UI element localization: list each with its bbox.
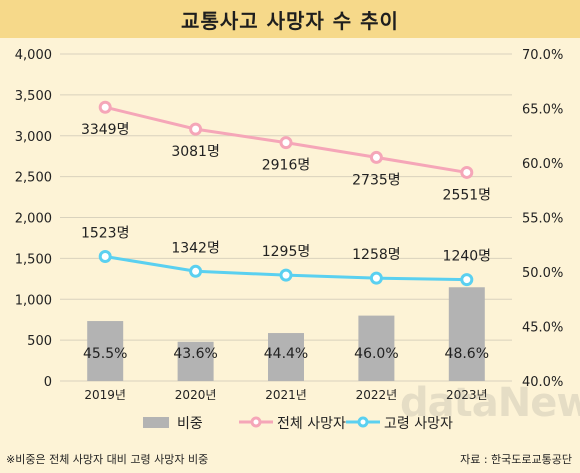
left-axis-tick-label: 3,000 [15,130,52,145]
legend-label: 전체 사망자 [277,416,346,432]
right-axis-tick-label: 50.0% [522,266,563,281]
watermark-logo: dataNews [400,380,580,426]
line-data-label: 1240명 [443,249,492,265]
right-axis-tick-label: 45.0% [522,321,563,336]
point-total-deaths [460,165,474,179]
legend-swatch-marker [250,416,262,428]
legend-label: 고령 사망자 [384,416,453,432]
bar-share [268,333,304,381]
right-axis-tick-label: 70.0% [522,48,563,63]
bar-share [358,315,395,381]
point-total-deaths [369,150,383,164]
chart-title: 교통사고 사망자 수 추이 [0,0,580,38]
legend-label: 비중 [177,416,203,432]
left-axis-tick-label: 500 [27,334,52,349]
x-axis-tick-label: 2019년 [84,388,126,402]
line-data-label: 1342명 [171,240,220,256]
line-data-label: 1523명 [81,225,130,241]
point-elderly-deaths [369,271,383,285]
line-data-label: 2916명 [262,158,311,174]
left-axis-tick-label: 3,500 [15,89,52,104]
bar-data-label: 44.4% [264,346,308,362]
right-axis-tick-label: 55.0% [522,212,563,227]
right-axis-tick-label: 65.0% [522,103,563,118]
footnote: ※비중은 전체 사망자 대비 고령 사망자 비중 [6,453,209,466]
bar-data-label: 48.6% [445,346,489,362]
source-credit: 자료 : 한국도로교통공단 [460,453,572,466]
point-elderly-deaths [98,249,112,263]
bar-data-label: 45.5% [83,346,127,362]
point-elderly-deaths [189,264,203,278]
x-axis-tick-label: 2022년 [356,388,398,402]
right-axis-tick-label: 40.0% [522,375,563,390]
point-elderly-deaths [460,273,474,287]
left-axis-tick-label: 2,000 [15,212,52,227]
combo-chart: 0 500 1,000 1,500 2,000 2,500 3,000 3,500 4,000 4… [15,48,564,432]
legend-swatch-marker [357,416,369,428]
line-data-label: 3081명 [171,144,220,160]
line-data-label: 1258명 [352,247,401,263]
bar-share [177,341,214,381]
left-axis-tick-label: 2,500 [15,171,52,186]
left-axis-tick-label: 1,500 [15,252,52,267]
left-axis-tick-label: 1,000 [15,293,52,308]
bar-share [87,321,124,381]
line-data-label: 3349명 [81,122,130,138]
x-axis-tick-label: 2023년 [446,388,488,402]
point-elderly-deaths [279,268,293,282]
point-total-deaths [279,136,293,150]
x-axis-tick-label: 2021년 [265,388,307,402]
line-data-label: 2735명 [352,172,401,188]
point-total-deaths [189,122,203,136]
bar-data-label: 46.0% [354,346,398,362]
line-data-label: 2551명 [443,187,492,203]
x-axis-tick-label: 2020년 [175,388,217,402]
line-data-label: 1295명 [262,244,311,260]
bar-data-label: 43.6% [173,346,217,362]
right-axis-tick-label: 60.0% [522,157,563,172]
left-axis-tick-label: 4,000 [15,48,52,63]
bar-share [448,287,485,381]
left-axis-tick-label: 0 [44,375,52,390]
point-total-deaths [98,100,112,114]
legend-swatch-bar [143,417,169,428]
